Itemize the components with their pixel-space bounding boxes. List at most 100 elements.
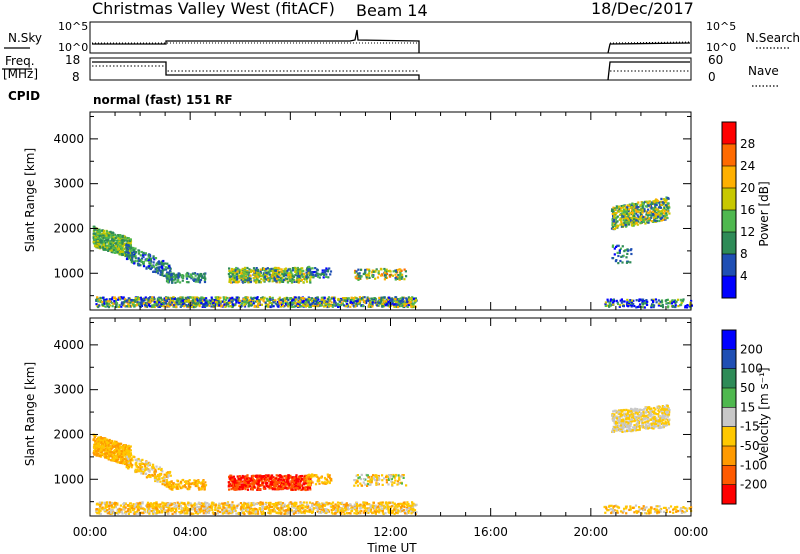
range-gate-cell [159, 473, 163, 476]
range-gate-cell [230, 488, 233, 491]
range-gate-cell [304, 298, 307, 301]
range-gate-cell [121, 297, 124, 300]
range-gate-cell [618, 251, 621, 254]
range-gate-cell [371, 301, 374, 304]
range-gate-cell [128, 455, 131, 458]
range-gate-cell [322, 298, 325, 301]
range-gate-cell [306, 266, 310, 269]
range-gate-cell [147, 299, 150, 302]
range-gate-cell [625, 216, 628, 220]
range-gate-cell [685, 306, 689, 309]
range-gate-cell [197, 296, 200, 300]
range-gate-cell [259, 487, 262, 491]
range-gate-cell [293, 305, 297, 308]
range-gate-cell [242, 274, 246, 277]
range-gate-cell [613, 253, 616, 256]
range-gate-cell [166, 297, 169, 300]
range-gate-cell [359, 277, 362, 280]
range-gate-cell [218, 304, 221, 307]
range-gate-cell [414, 299, 418, 302]
range-gate-cell [107, 302, 110, 305]
range-gate-cell [277, 278, 280, 282]
range-gate-cell [217, 302, 220, 305]
range-gate-cell [172, 296, 175, 299]
range-gate-cell [105, 302, 108, 305]
range-gate-cell [645, 213, 648, 216]
range-gate-cell [667, 197, 670, 200]
range-gate-cell [620, 222, 623, 225]
range-gate-cell [262, 297, 265, 300]
freq-tick-top: 18 [65, 53, 80, 67]
range-gate-cell [618, 305, 621, 308]
range-gate-cell [198, 281, 202, 284]
range-gate-cell [166, 262, 169, 265]
range-gate-cell [109, 241, 112, 244]
range-gate-cell [666, 202, 669, 205]
range-gate-cell [389, 274, 392, 277]
range-gate-cell [96, 450, 99, 453]
range-gate-cell [620, 220, 623, 223]
range-gate-cell [615, 299, 618, 302]
range-gate-cell [663, 199, 666, 202]
range-gate-cell [625, 221, 628, 224]
range-gate-cell [360, 275, 363, 278]
range-gate-cell [265, 278, 268, 281]
range-gate-cell [412, 297, 416, 301]
range-gate-cell [387, 296, 390, 299]
range-gate-cell [409, 297, 412, 300]
range-gate-cell [305, 482, 308, 485]
range-gate-cell [326, 305, 329, 309]
range-gate-cell [621, 261, 624, 264]
range-gate-cell [630, 301, 633, 304]
range-gate-cell [611, 208, 614, 211]
range-gate-cell [129, 247, 132, 250]
range-gate-cell [199, 275, 203, 278]
range-gate-cell [296, 266, 299, 270]
range-gate-cell [305, 271, 308, 274]
range-gate-cell [637, 205, 640, 209]
range-gate-cell [287, 305, 290, 308]
range-gate-cell [174, 276, 177, 279]
range-gate-cell [619, 223, 622, 226]
range-gate-cell [274, 266, 277, 269]
range-gate-cell [651, 299, 655, 303]
range-gate-cell [383, 267, 386, 271]
range-gate-cell [179, 303, 182, 306]
range-gate-cell [139, 264, 142, 267]
range-gate-cell [246, 296, 249, 299]
range-gate-cell [268, 484, 271, 487]
range-gate-cell [96, 452, 99, 455]
range-gate-cell [319, 273, 323, 276]
range-gate-cell [617, 302, 620, 305]
range-gate-cell [117, 305, 121, 308]
cpid-label: CPID [8, 89, 40, 103]
range-gate-cell [377, 273, 380, 276]
range-gate-cell [162, 274, 165, 277]
range-gate-cell [349, 300, 352, 303]
range-gate-cell [153, 473, 157, 476]
range-gate-cell [101, 300, 104, 304]
range-gate-cell [106, 305, 109, 308]
range-gate-cell [355, 300, 358, 303]
range-gate-cell [377, 304, 380, 307]
range-gate-cell [132, 299, 135, 302]
range-gate-cell [127, 298, 130, 301]
range-gate-cell [98, 455, 101, 458]
range-gate-cell [337, 297, 340, 301]
range-gate-cell [133, 255, 136, 258]
range-gate-cell [138, 264, 141, 267]
range-gate-cell [376, 304, 379, 307]
range-gate-cell [165, 297, 168, 300]
range-gate-cell [256, 300, 259, 303]
range-gate-cell [165, 485, 168, 488]
range-gate-cell [265, 483, 268, 486]
range-gate-cell [622, 208, 625, 211]
range-gate-cell [117, 461, 120, 464]
range-gate-cell [186, 296, 189, 299]
range-gate-cell [658, 219, 661, 223]
range-gate-cell [154, 468, 157, 471]
range-gate-cell [620, 207, 623, 210]
range-gate-cell [299, 268, 302, 271]
range-gate-cell [380, 296, 383, 299]
range-gate-cell [383, 301, 386, 304]
